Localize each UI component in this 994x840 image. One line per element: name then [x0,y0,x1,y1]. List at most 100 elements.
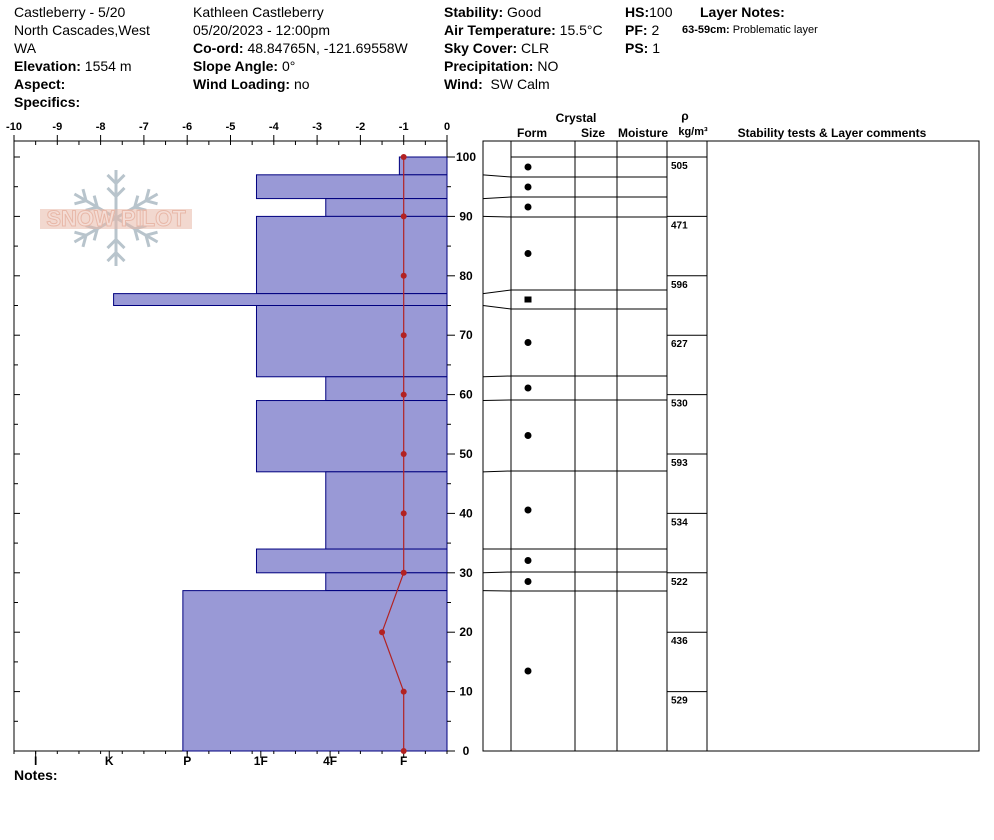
height-tick-label: 90 [459,209,473,223]
air-temperature-value: 15.5°C [559,22,603,38]
wind: Wind: SW Calm [444,76,550,92]
col-header-crystal: Crystal [556,111,597,125]
elevation-value: 1554 m [84,58,132,74]
hardness-tick-label: K [105,754,114,768]
header-col-2: Kathleen Castleberry 05/20/2023 - 12:00p… [193,3,408,93]
location-line-2: WA [14,40,37,56]
density-value: 593 [671,458,688,469]
slope-angle-value: 0° [281,58,296,74]
hardness-tick-label: F [400,754,407,768]
density-value: 596 [671,280,688,291]
density-value: 522 [671,577,688,588]
hardness-tick-label: I [34,754,37,768]
hardness-bar [398,156,448,176]
layer-connector [482,196,512,200]
hardness-bar [325,471,448,550]
coordinates-value: 48.84765N, -121.69558W [247,40,408,56]
crystal-form-round [524,667,532,675]
col-header-comments: Stability tests & Layer comments [738,126,927,140]
penetration-ski: PS: 1 [625,40,661,56]
snowflake-branch [92,195,99,208]
snowflake-branch [114,251,126,263]
aspect: Aspect: [14,76,66,92]
wind-loading: Wind Loading: no [193,76,310,92]
temperature-point [379,629,386,636]
temp-tick-label: -10 [6,121,22,133]
layer-connector [482,571,512,574]
layer-connector [482,399,512,402]
hardness-tick-label: P [183,754,191,768]
hardness-bar [113,293,448,306]
snow-height: HS:100 [625,4,673,20]
header-col-1: Castleberry - 5/20 North Cascades,West W… [14,3,150,111]
temperature-point [400,569,407,576]
table-frame [482,140,980,752]
snowflake-branch [114,186,126,198]
watermark-band [40,209,192,229]
sky-cover-value: CLR [521,40,550,56]
snowflake-branch [133,195,140,208]
header-col-3: Stability: Good Air Temperature: 15.5°C … [444,3,603,93]
height-tick-label: 50 [459,447,473,461]
layer-notes-title: Layer Notes: [700,4,785,20]
col-header-moisture: Moisture [618,126,668,140]
crystal-form-round [524,578,532,585]
temp-tick-label: -2 [356,121,366,133]
crystal-density-table: Crystal Form Size Moisture ρ kg/m³ Stabi… [482,109,980,752]
snowflake-branch [106,251,118,263]
snowflake-branch [133,228,140,241]
temperature-point [400,451,407,457]
layer-connector [482,470,512,473]
hardness-tick-label: 4F [323,754,337,768]
layer-note-item: 63-59cm: Problematic layer [682,21,818,39]
temperature-point [400,332,407,339]
density-value: 471 [671,220,688,231]
temp-tick-label: -5 [226,121,236,133]
penetration-ski-value: 1 [652,40,661,56]
stability-value: Good [507,4,542,20]
crystal-form-round [524,163,532,171]
hardness-bar [255,548,448,574]
density-value: 627 [671,339,688,350]
coordinates: Co-ord: 48.84765N, -121.69558W [193,40,408,56]
hardness-bar [325,376,448,402]
wind-value: SW Calm [490,76,550,92]
layer-notes: Layer Notes: [700,3,785,21]
snowflake-branch [144,234,151,248]
density-value: 436 [671,636,688,647]
layer-connector [482,289,512,295]
snowflake-branch [144,188,151,202]
layer-connector [482,375,512,378]
snowflake-branch [81,234,88,248]
density-value: 529 [671,696,688,707]
observation-datetime: 05/20/2023 - 12:00pm [193,22,330,38]
height-tick-label: 100 [456,150,476,164]
hardness-bar [325,572,448,592]
snowflake-branch [81,188,88,202]
temperature-point [400,510,407,517]
snow-pilot-watermark: SNOW PILOT [40,170,192,266]
precipitation-value: NO [537,58,559,74]
crystal-form-round [524,557,532,564]
snowflake-branch [74,230,87,237]
temp-tick-label: -1 [399,121,409,133]
layer-note-range: 63-59cm: [682,24,730,36]
hardness-bar [255,215,448,295]
layer-connector [482,215,512,218]
temp-tick-label: -3 [312,121,322,133]
temp-tick-label: -7 [139,121,149,133]
slope-angle: Slope Angle: 0° [193,58,296,74]
sky-cover: Sky Cover: CLR [444,40,550,56]
temp-tick-label: -8 [96,121,106,133]
height-tick-label: 80 [459,269,473,283]
snowflake-branch [114,238,126,250]
temperature-point [400,688,407,695]
col-header-size: Size [581,126,605,140]
snowflake-branch [106,186,118,198]
location-line-1: North Cascades,West [14,22,150,38]
penetration-foot-value: 2 [651,22,660,38]
notes-label: Notes: [14,767,58,783]
col-header-density-unit: kg/m³ [678,126,708,138]
temp-tick-label: -4 [269,121,280,133]
